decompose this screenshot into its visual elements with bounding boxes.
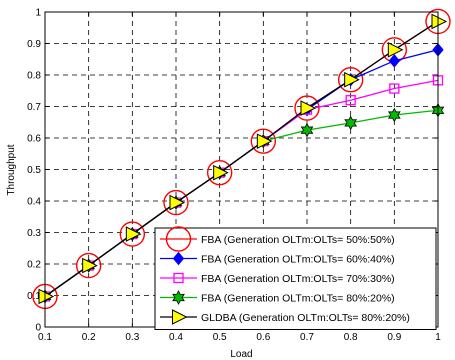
y-tick-label: 0.9 bbox=[27, 39, 41, 50]
data-point bbox=[389, 83, 400, 94]
data-point bbox=[256, 133, 273, 149]
series-5 bbox=[38, 13, 448, 305]
data-point bbox=[75, 252, 102, 279]
data-point bbox=[125, 226, 142, 242]
legend-marker bbox=[173, 272, 184, 284]
legend-marker bbox=[172, 290, 185, 305]
x-tick-label: 0.5 bbox=[213, 332, 227, 343]
data-point bbox=[163, 189, 189, 216]
series-line bbox=[44, 20, 439, 297]
y-tick-label: 0.4 bbox=[27, 197, 41, 208]
x-tick-label: 0.2 bbox=[82, 332, 96, 343]
legend: FBA (Generation OLTm:OLTs= 50%:50%) FBA (… bbox=[154, 226, 437, 330]
data-point bbox=[431, 13, 448, 30]
legend-item: FBA (Generation OLTm:OLTs= 50%:50%) bbox=[160, 226, 395, 252]
series-group bbox=[32, 8, 451, 310]
data-point bbox=[213, 164, 229, 181]
legend-marker bbox=[165, 226, 192, 252]
legend-label: FBA (Generation OLTm:OLTs= 50%:50%) bbox=[201, 234, 395, 246]
x-axis-label: Load bbox=[230, 349, 252, 360]
data-point bbox=[345, 95, 356, 106]
y-axis-label: Throughput bbox=[6, 144, 17, 195]
data-point bbox=[337, 67, 364, 93]
legend-item: GLDBA (Generation OLTm:OLTs= 80%:20%) bbox=[160, 309, 410, 325]
data-point bbox=[387, 107, 401, 123]
data-point bbox=[38, 288, 55, 305]
y-tick-label: 0 bbox=[35, 323, 41, 334]
data-point bbox=[300, 122, 314, 138]
y-tick-label: 0.1 bbox=[27, 291, 41, 302]
legend-label: FBA (Generation OLTm:OLTs= 70%:30%) bbox=[201, 273, 395, 285]
legend-item: FBA (Generation OLTm:OLTs= 60%:40%) bbox=[160, 251, 395, 266]
y-tick-label: 0.2 bbox=[27, 260, 41, 271]
data-point bbox=[300, 100, 317, 116]
data-point bbox=[387, 41, 404, 58]
x-tick-label: 0.4 bbox=[169, 332, 183, 343]
ticks: 0.1 0.2 0.3 0.4 0.5 0.6 0.7 0.8 0.9 100.10.20.30.… bbox=[27, 8, 441, 344]
x-tick-label: 0.6 bbox=[256, 332, 270, 343]
x-tick-label: 0.1 bbox=[38, 332, 52, 343]
y-tick-label: 0.6 bbox=[27, 134, 41, 145]
y-tick-label: 0.8 bbox=[27, 71, 41, 82]
data-point bbox=[344, 71, 360, 88]
y-tick-label: 0.5 bbox=[27, 165, 41, 176]
x-tick-label: 1 bbox=[435, 332, 441, 343]
data-point bbox=[250, 128, 277, 154]
y-tick-label: 1 bbox=[35, 8, 41, 19]
legend-label: FBA (Generation OLTm:OLTs= 60%:40%) bbox=[201, 254, 395, 266]
data-point bbox=[388, 54, 400, 68]
legend-marker bbox=[172, 251, 185, 266]
x-tick-label: 0.9 bbox=[387, 332, 401, 343]
y-tick-label: 0.3 bbox=[27, 228, 41, 239]
legend-label: FBA (Generation OLTm:OLTs= 80%:20%) bbox=[201, 293, 395, 305]
legend-item: FBA (Generation OLTm:OLTs= 80%:20%) bbox=[160, 290, 395, 305]
data-point bbox=[119, 221, 146, 247]
data-point bbox=[344, 115, 358, 131]
legend-label: GLDBA (Generation OLTm:OLTs= 80%:20%) bbox=[201, 312, 410, 324]
legend-item: FBA (Generation OLTm:OLTs= 70%:30%) bbox=[160, 272, 395, 285]
data-point bbox=[169, 194, 186, 211]
legend-box bbox=[154, 227, 437, 330]
legend-marker bbox=[172, 309, 188, 325]
x-tick-label: 0.3 bbox=[125, 332, 139, 343]
data-point bbox=[206, 159, 233, 186]
y-tick-label: 0.7 bbox=[27, 102, 41, 113]
data-point bbox=[82, 257, 98, 274]
data-point bbox=[294, 95, 320, 121]
x-tick-label: 0.8 bbox=[344, 332, 358, 343]
x-tick-label: 0.7 bbox=[300, 332, 314, 343]
